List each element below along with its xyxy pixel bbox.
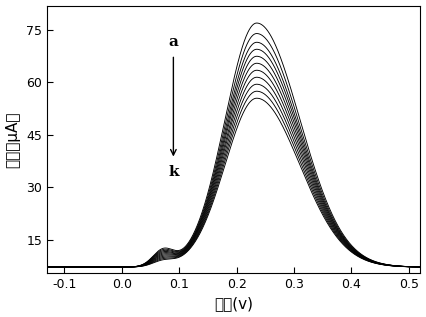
X-axis label: 电位(v): 电位(v) (214, 296, 253, 311)
Y-axis label: 电流（μA）: 电流（μA） (6, 111, 20, 168)
Text: k: k (168, 165, 178, 179)
Text: a: a (168, 35, 178, 49)
